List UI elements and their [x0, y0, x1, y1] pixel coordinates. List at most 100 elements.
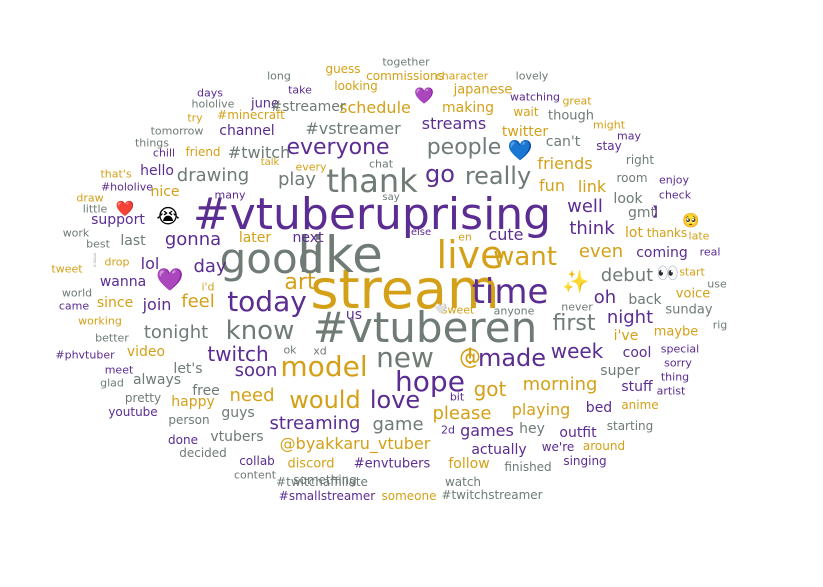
cloud-word: en [458, 230, 472, 244]
cloud-word: lot [625, 225, 643, 241]
cloud-word: though [547, 108, 595, 124]
cloud-word: streaming [269, 413, 361, 434]
cloud-word: super [600, 363, 640, 379]
cloud-word: work [62, 226, 90, 240]
cloud-word: drop [104, 255, 130, 269]
cloud-word: follow [448, 456, 490, 472]
purple-heart-icon: 💜 [414, 86, 434, 105]
cloud-word: enjoy [658, 173, 690, 187]
cloud-word: cute [488, 225, 524, 244]
cloud-word: glad [100, 376, 124, 390]
white-heart-icon: 🤍 [434, 304, 448, 315]
cloud-word: hey [519, 421, 545, 437]
cloud-word: let's [173, 361, 203, 377]
cloud-word: maybe [653, 324, 699, 340]
cloud-word: we're [541, 440, 575, 454]
cloud-word: think [569, 218, 615, 239]
cloud-word: free [192, 383, 220, 399]
cloud-word: person [168, 413, 210, 427]
cloud-word: starting [606, 419, 654, 433]
cloud-word: love [369, 386, 421, 414]
cloud-word: really [464, 162, 532, 190]
cloud-word: back [628, 292, 662, 308]
cloud-word: lol [140, 254, 160, 273]
cloud-word: finished [504, 460, 552, 474]
cloud-word: wanna [99, 274, 147, 290]
pleading-face-icon: 🥺 [682, 213, 700, 229]
cloud-word: things [134, 136, 170, 150]
cloud-word: oh [593, 287, 617, 308]
cloud-word: #minecraft [217, 108, 285, 122]
cloud-word: little [82, 202, 108, 216]
cloud-word: hololive [191, 97, 235, 111]
cloud-word: night [606, 307, 654, 328]
cloud-word: debut [600, 265, 654, 286]
cloud-word: thanks [646, 226, 688, 240]
cloud-word: tweet [51, 262, 83, 276]
cloud-word: look [613, 191, 643, 207]
crying-face-icon: 😭 [156, 204, 180, 228]
cloud-word: gonna [164, 229, 222, 250]
cloud-word: many [214, 188, 246, 202]
cloud-word: decided [179, 446, 227, 460]
cloud-word: game [372, 414, 424, 435]
cloud-word: got [473, 377, 507, 401]
cloud-word: soon [234, 360, 278, 381]
cloud-word: later [238, 230, 272, 246]
cloud-word: content [233, 468, 277, 482]
cloud-word: hope [395, 365, 465, 398]
cloud-word: take [288, 83, 312, 97]
cloud-word: making [442, 100, 494, 116]
cloud-word: i'd [201, 280, 215, 294]
cloud-word: today [227, 285, 307, 318]
cloud-word: friend [185, 145, 221, 159]
cloud-word: 】 [652, 205, 666, 221]
cloud-word: room [616, 171, 648, 185]
cloud-word: tomorrow [150, 124, 204, 138]
cloud-word: please [432, 403, 492, 424]
cloud-word: want [493, 242, 557, 272]
cloud-word: never [561, 300, 593, 314]
cloud-word: pretty [124, 391, 162, 405]
cloud-word: #envtubers [353, 456, 431, 472]
cloud-word: long [267, 69, 291, 83]
cloud-word: lovely [515, 69, 549, 83]
cloud-word: well [567, 196, 603, 217]
cloud-word: else [410, 227, 432, 238]
cloud-word: friends [537, 154, 593, 173]
cloud-word: #twitch [227, 143, 291, 162]
cloud-word: #hololive [100, 180, 154, 194]
cloud-word: #twitchstreamer [441, 488, 543, 502]
cloud-word: might [592, 118, 626, 132]
cloud-word: coming [636, 245, 688, 261]
cloud-word: special [660, 342, 700, 356]
cloud-word: playing [511, 400, 571, 419]
cloud-word: like [297, 226, 383, 284]
cloud-word: @ [459, 345, 481, 370]
cloud-word: tonight [143, 322, 209, 343]
cloud-word: hello [140, 163, 174, 179]
cloud-word: thank [326, 162, 418, 200]
cloud-word: last [120, 233, 146, 249]
cloud-word: voice [675, 286, 711, 302]
cloud-word: everyone [286, 135, 390, 160]
cloud-word: art [284, 270, 316, 295]
cloud-word: link [577, 177, 607, 196]
cloud-word: came [58, 299, 90, 313]
cloud-word: guys [221, 405, 255, 421]
cloud-word: live [436, 233, 504, 277]
cloud-word: may [617, 129, 641, 143]
cloud-word: youtube [108, 405, 158, 419]
cloud-word: late [688, 229, 710, 243]
cloud-word: real [699, 245, 721, 259]
cloud-word: guess [325, 62, 361, 76]
cloud-word: vtubers [210, 429, 264, 445]
cloud-word: even [578, 241, 624, 262]
cloud-word: always [132, 372, 182, 388]
cloud-word: use [707, 277, 727, 291]
cloud-word: better [95, 331, 129, 345]
cloud-word: say [382, 192, 400, 203]
cloud-word: ! [465, 345, 475, 370]
cloud-word: drawing [176, 165, 250, 186]
